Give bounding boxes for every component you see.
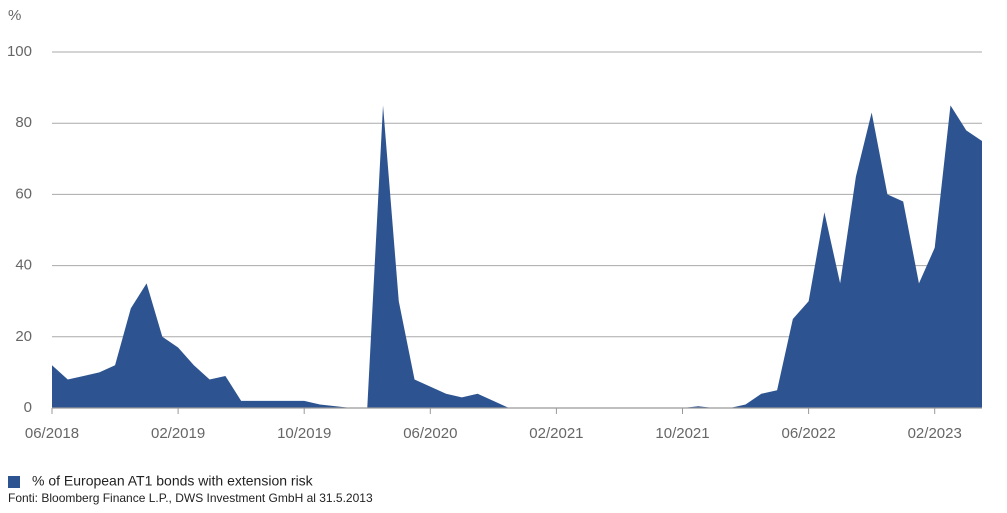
x-tick-label: 06/2018 <box>25 425 79 442</box>
x-tick-label: 02/2021 <box>529 425 583 442</box>
x-tick-label: 02/2023 <box>908 425 962 442</box>
area <box>52 105 982 409</box>
x-tick-label: 10/2019 <box>277 425 331 442</box>
y-tick-label: 100 <box>7 43 32 60</box>
y-tick-label: 60 <box>15 185 32 202</box>
x-tick-label: 06/2020 <box>403 425 457 442</box>
x-tick-label: 06/2022 <box>781 425 835 442</box>
legend-swatch <box>8 476 20 488</box>
y-tick-label: 0 <box>24 399 32 416</box>
y-tick-label: 20 <box>15 328 32 345</box>
source-note: Fonti: Bloomberg Finance L.P., DWS Inves… <box>8 491 373 505</box>
x-tick-label: 02/2019 <box>151 425 205 442</box>
y-tick-label: 40 <box>15 257 32 274</box>
y-tick-label: 80 <box>15 114 32 131</box>
legend-label: % of European AT1 bonds with extension r… <box>32 473 314 489</box>
y-axis-label: % <box>8 7 21 24</box>
x-tick-label: 10/2021 <box>655 425 709 442</box>
